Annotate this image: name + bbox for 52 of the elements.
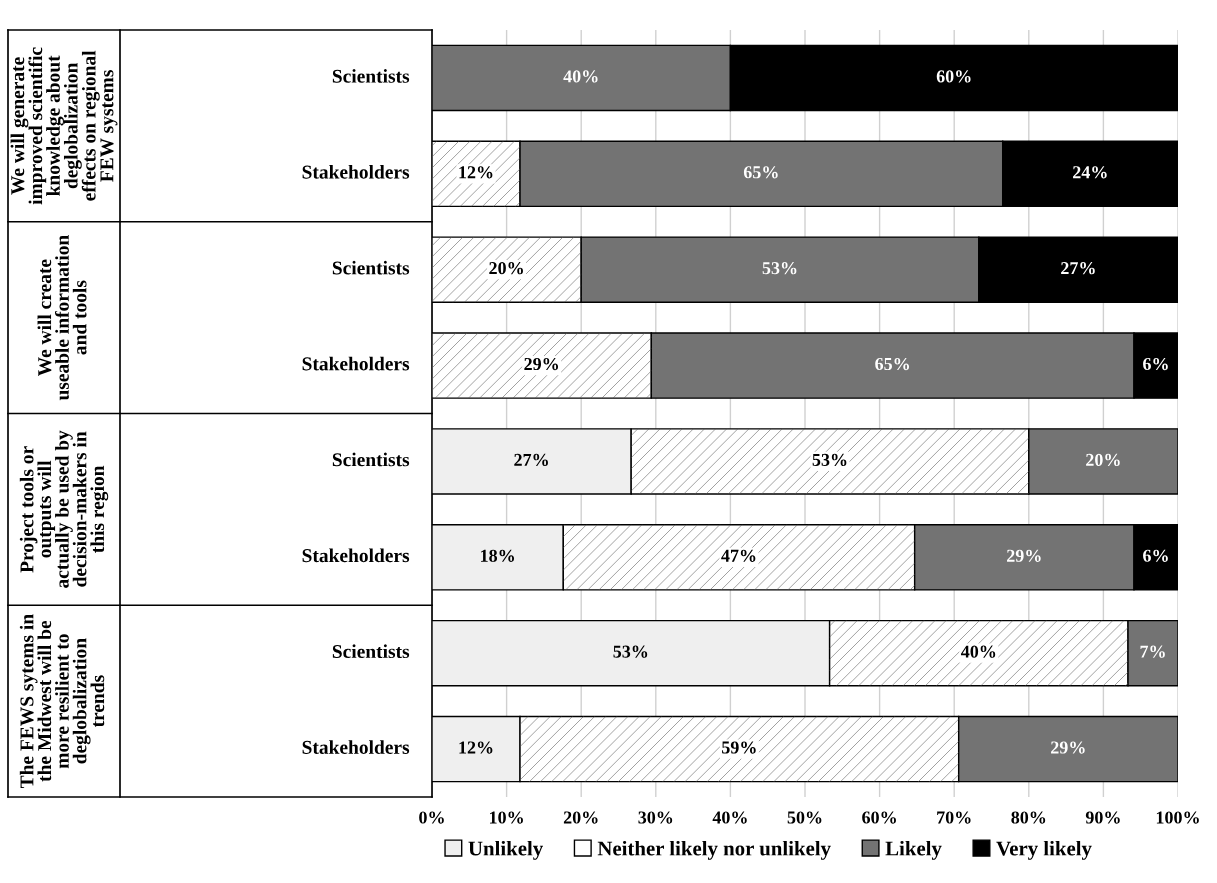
x-tick-label: 20% <box>563 811 598 824</box>
x-tick-label: 100% <box>1156 811 1199 824</box>
data-label: 20% <box>489 262 523 275</box>
data-label: 40% <box>563 70 598 83</box>
y-tick-label: Stakeholders <box>302 740 410 754</box>
text: We will generate improved scientific knowledge about deglobalization effects on regional FEW systems <box>10 47 118 205</box>
y-tick-label: Scientists <box>332 69 410 83</box>
y-tick-label: Scientists <box>332 644 410 659</box>
data-label: 18% <box>481 549 515 562</box>
legend-label: Very likely <box>996 840 1092 860</box>
x-tick-label: 90% <box>1085 811 1120 824</box>
data-label: 7% <box>1140 645 1165 658</box>
data-label: 65% <box>743 166 778 179</box>
data-label: 53% <box>613 645 648 658</box>
legend-label: Unlikely <box>468 840 543 860</box>
x-tick-label: 0% <box>419 811 444 824</box>
data-label: 27% <box>514 453 548 467</box>
text: Project tools or outputs will actually be used by decision-makers in this region <box>19 430 109 588</box>
x-tick-label: 40% <box>712 811 747 824</box>
y-tick-label: Stakeholders <box>302 548 410 563</box>
data-label: 65% <box>875 357 910 371</box>
y-tick-label: Stakeholders <box>302 356 410 371</box>
data-label: 12% <box>459 166 493 179</box>
legend-label: Likely <box>885 840 942 860</box>
data-label: 53% <box>812 453 847 467</box>
text: We will create useable information and tools <box>37 235 87 401</box>
x-tick-label: 50% <box>787 811 822 824</box>
x-tick-label: 30% <box>638 811 673 824</box>
x-tick-label: 70% <box>937 811 971 824</box>
data-label: 29% <box>524 357 559 371</box>
data-label: 47% <box>721 549 756 562</box>
bar <box>957 715 1178 783</box>
data-label: 27% <box>1061 262 1095 275</box>
data-label: 6% <box>1143 357 1168 371</box>
text: The FEWS sytems in the Midwest will be more resilient to deglobalization trends <box>19 614 105 789</box>
x-tick-label: 80% <box>1011 811 1046 824</box>
y-tick-label: Scientists <box>332 452 410 467</box>
data-label: 6% <box>1143 549 1168 562</box>
x-tick-label: 60% <box>862 811 896 824</box>
y-tick-label: Stakeholders <box>302 165 410 179</box>
data-label: 24% <box>1073 166 1107 179</box>
data-label: 29% <box>1007 549 1041 562</box>
data-label: 60% <box>936 70 971 83</box>
x-tick-label: 10% <box>489 811 523 824</box>
y-tick-label: Scientists <box>332 260 410 275</box>
data-label: 53% <box>762 262 797 275</box>
data-label: 59% <box>722 741 756 754</box>
legend-label: Neither likely nor unlikely <box>597 840 831 860</box>
data-label: 20% <box>1086 453 1120 467</box>
data-label: 29% <box>1051 741 1085 754</box>
data-label: 40% <box>961 645 996 658</box>
data-label: 12% <box>459 741 493 754</box>
